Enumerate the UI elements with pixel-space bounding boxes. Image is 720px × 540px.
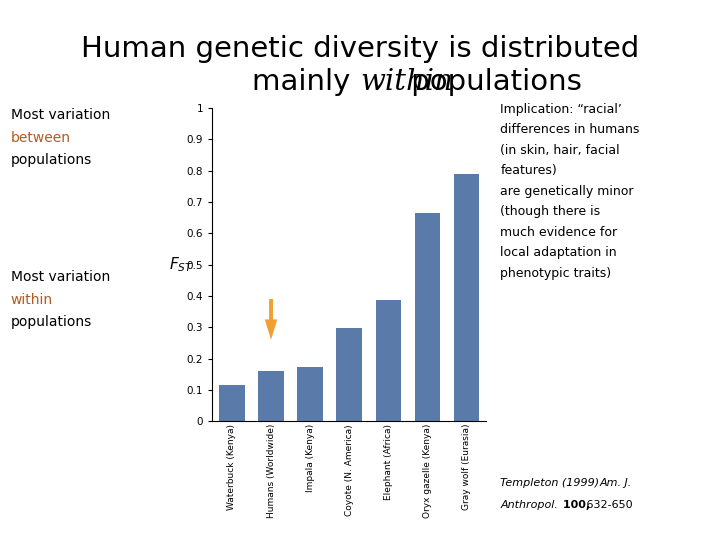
Bar bbox=[336, 328, 362, 421]
Text: are genetically minor: are genetically minor bbox=[500, 185, 634, 198]
Text: 100,: 100, bbox=[559, 500, 590, 510]
Text: differences in humans: differences in humans bbox=[500, 123, 640, 136]
Text: within: within bbox=[360, 68, 453, 96]
Text: (though there is: (though there is bbox=[500, 205, 600, 218]
Text: Templeton (1999): Templeton (1999) bbox=[500, 478, 603, 488]
Text: Anthropol.: Anthropol. bbox=[500, 500, 558, 510]
Text: 632-650: 632-650 bbox=[583, 500, 633, 510]
Text: much evidence for: much evidence for bbox=[500, 226, 618, 239]
Bar bbox=[454, 174, 480, 421]
Bar bbox=[219, 385, 245, 421]
Text: populations: populations bbox=[402, 68, 582, 96]
Text: Human genetic diversity is distributed: Human genetic diversity is distributed bbox=[81, 35, 639, 63]
Y-axis label: $F_{ST}$: $F_{ST}$ bbox=[169, 255, 194, 274]
Bar bbox=[297, 367, 323, 421]
Text: within: within bbox=[11, 293, 53, 307]
Text: Most variation: Most variation bbox=[11, 270, 110, 284]
Text: populations: populations bbox=[11, 153, 92, 167]
Bar bbox=[258, 371, 284, 421]
Text: Most variation: Most variation bbox=[11, 108, 110, 122]
Text: features): features) bbox=[500, 164, 557, 177]
Text: phenotypic traits): phenotypic traits) bbox=[500, 267, 611, 280]
Text: (in skin, hair, facial: (in skin, hair, facial bbox=[500, 144, 620, 157]
Bar bbox=[376, 300, 401, 421]
Bar bbox=[415, 213, 440, 421]
Text: between: between bbox=[11, 131, 71, 145]
Text: local adaptation in: local adaptation in bbox=[500, 246, 617, 259]
FancyArrow shape bbox=[265, 299, 277, 340]
Text: Am. J.: Am. J. bbox=[600, 478, 632, 488]
Text: populations: populations bbox=[11, 315, 92, 329]
Text: mainly: mainly bbox=[253, 68, 360, 96]
Text: Implication: “racial’: Implication: “racial’ bbox=[500, 103, 622, 116]
